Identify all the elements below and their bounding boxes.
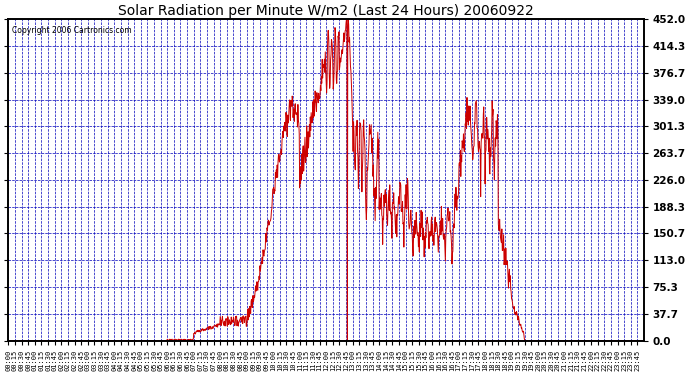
Text: Copyright 2006 Cartronics.com: Copyright 2006 Cartronics.com	[12, 26, 131, 35]
Title: Solar Radiation per Minute W/m2 (Last 24 Hours) 20060922: Solar Radiation per Minute W/m2 (Last 24…	[118, 4, 534, 18]
